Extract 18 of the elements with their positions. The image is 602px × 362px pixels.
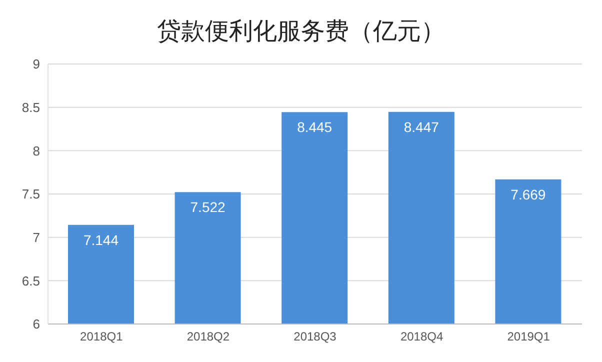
x-tick-label: 2018Q4	[400, 330, 444, 344]
y-tick-label: 8	[32, 143, 40, 158]
data-label: 7.522	[190, 199, 226, 216]
data-label: 8.445	[297, 119, 332, 136]
chart-title: 贷款便利化服务费（亿元）	[156, 16, 446, 47]
y-tick-label: 6	[32, 316, 40, 332]
y-tick-label: 9	[32, 56, 40, 72]
x-tick-label: 2018Q1	[80, 330, 124, 344]
y-tick-label: 7.5	[22, 186, 40, 202]
data-label: 8.447	[404, 118, 440, 135]
x-tick-label: 2018Q2	[186, 330, 230, 344]
data-label: 7.669	[510, 186, 546, 202]
data-label: 7.144	[83, 232, 119, 248]
x-tick-label: 2019Q1	[507, 330, 550, 344]
y-tick-label: 8.5	[22, 100, 40, 115]
x-tick-label: 2018Q3	[294, 330, 337, 344]
y-tick-label: 7	[32, 230, 40, 245]
y-tick-label: 6.5	[22, 273, 40, 288]
